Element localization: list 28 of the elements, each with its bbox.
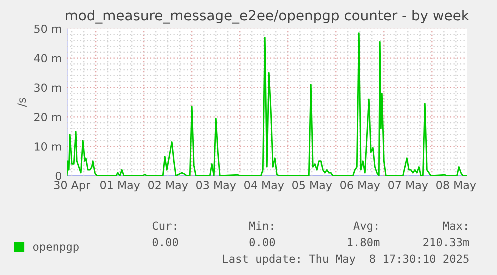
text: Last update: Thu May 8 17:30:10 2025 [223, 254, 469, 266]
text: Max: [443, 222, 467, 230]
y-tick-label: 30 m [34, 84, 62, 92]
y-tick-label: 20 m [34, 113, 62, 122]
x-tick-label: 05 May [292, 181, 332, 192]
chart-title: mod_measure_message_e2ee/openpgp counter - by week [66, 10, 470, 24]
y-tick-label: 0 [56, 172, 62, 180]
text: 1.80m [348, 238, 380, 247]
text: Min: [250, 222, 274, 230]
x-tick-label: 06 May [340, 181, 380, 192]
line-series [67, 32, 468, 176]
x-tick-label: 08 May [436, 181, 476, 192]
text: Cur: [152, 222, 176, 230]
y-tick-label: 50 m [34, 24, 62, 34]
x-tick-label: 30 Apr [54, 181, 91, 192]
x-tick-label: 01 May [100, 181, 140, 192]
x-tick-label: 07 May [388, 181, 428, 192]
text: Avg: [354, 222, 378, 232]
y-axis-title: /s [18, 98, 27, 108]
y-tick-label: 40 m [34, 54, 62, 63]
text: 210.33m [424, 238, 470, 247]
x-tick-label: 02 May [148, 181, 188, 192]
text: 0.00 [152, 238, 178, 247]
y-tick-label: 10 m [34, 142, 62, 151]
x-tick-label: 04 May [244, 181, 284, 192]
x-tick-label: 03 May [196, 181, 236, 192]
text: 0.00 [250, 238, 276, 247]
legend-label: openpgp [33, 244, 79, 254]
